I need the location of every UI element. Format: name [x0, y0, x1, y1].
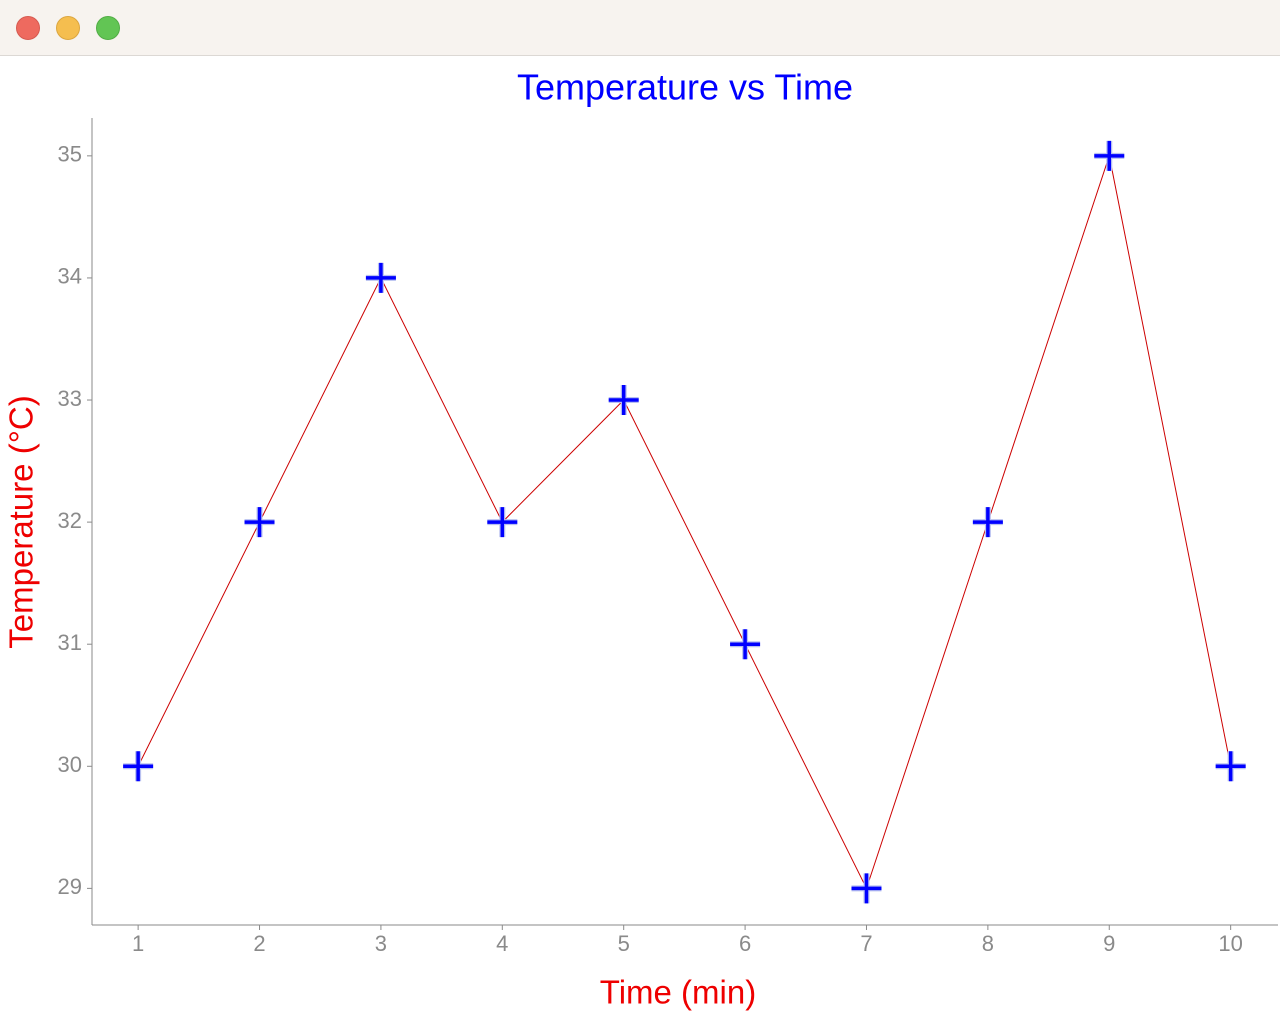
- x-tick-label: 5: [618, 931, 630, 956]
- marker: [972, 507, 1003, 538]
- marker: [487, 507, 518, 538]
- y-axis-label: Temperature (°C): [3, 395, 40, 648]
- x-tick-label: 4: [496, 931, 508, 956]
- y-tick-label: 30: [58, 752, 82, 777]
- marker: [244, 507, 275, 538]
- x-tick-label: 10: [1218, 931, 1242, 956]
- marker: [365, 262, 396, 293]
- y-tick-label: 32: [58, 508, 82, 533]
- x-tick-label: 9: [1103, 931, 1115, 956]
- x-tick-label: 1: [132, 931, 144, 956]
- marker: [730, 629, 761, 660]
- zoom-button[interactable]: [96, 16, 120, 40]
- marker: [1215, 751, 1246, 782]
- title-bar: [0, 0, 1280, 56]
- chart: Temperature vs Time Time (min) Temperatu…: [3, 67, 1278, 1011]
- y-tick-label: 35: [58, 142, 82, 167]
- x-tick-label: 8: [982, 931, 994, 956]
- y-tick-label: 29: [58, 874, 82, 899]
- marker: [608, 385, 639, 416]
- data-line: [137, 153, 1232, 890]
- chart-title: Temperature vs Time: [517, 67, 853, 108]
- x-axis-label: Time (min): [600, 974, 756, 1011]
- marker: [851, 873, 882, 904]
- x-tick-label: 3: [375, 931, 387, 956]
- x-tick-label: 6: [739, 931, 751, 956]
- marker: [123, 751, 154, 782]
- close-button[interactable]: [16, 16, 40, 40]
- x-tick-label: 7: [860, 931, 872, 956]
- minimize-button[interactable]: [56, 16, 80, 40]
- y-tick-label: 34: [58, 264, 82, 289]
- marker: [1094, 140, 1125, 171]
- y-tick-label: 33: [58, 386, 82, 411]
- y-tick-label: 31: [58, 630, 82, 655]
- x-tick-label: 2: [253, 931, 265, 956]
